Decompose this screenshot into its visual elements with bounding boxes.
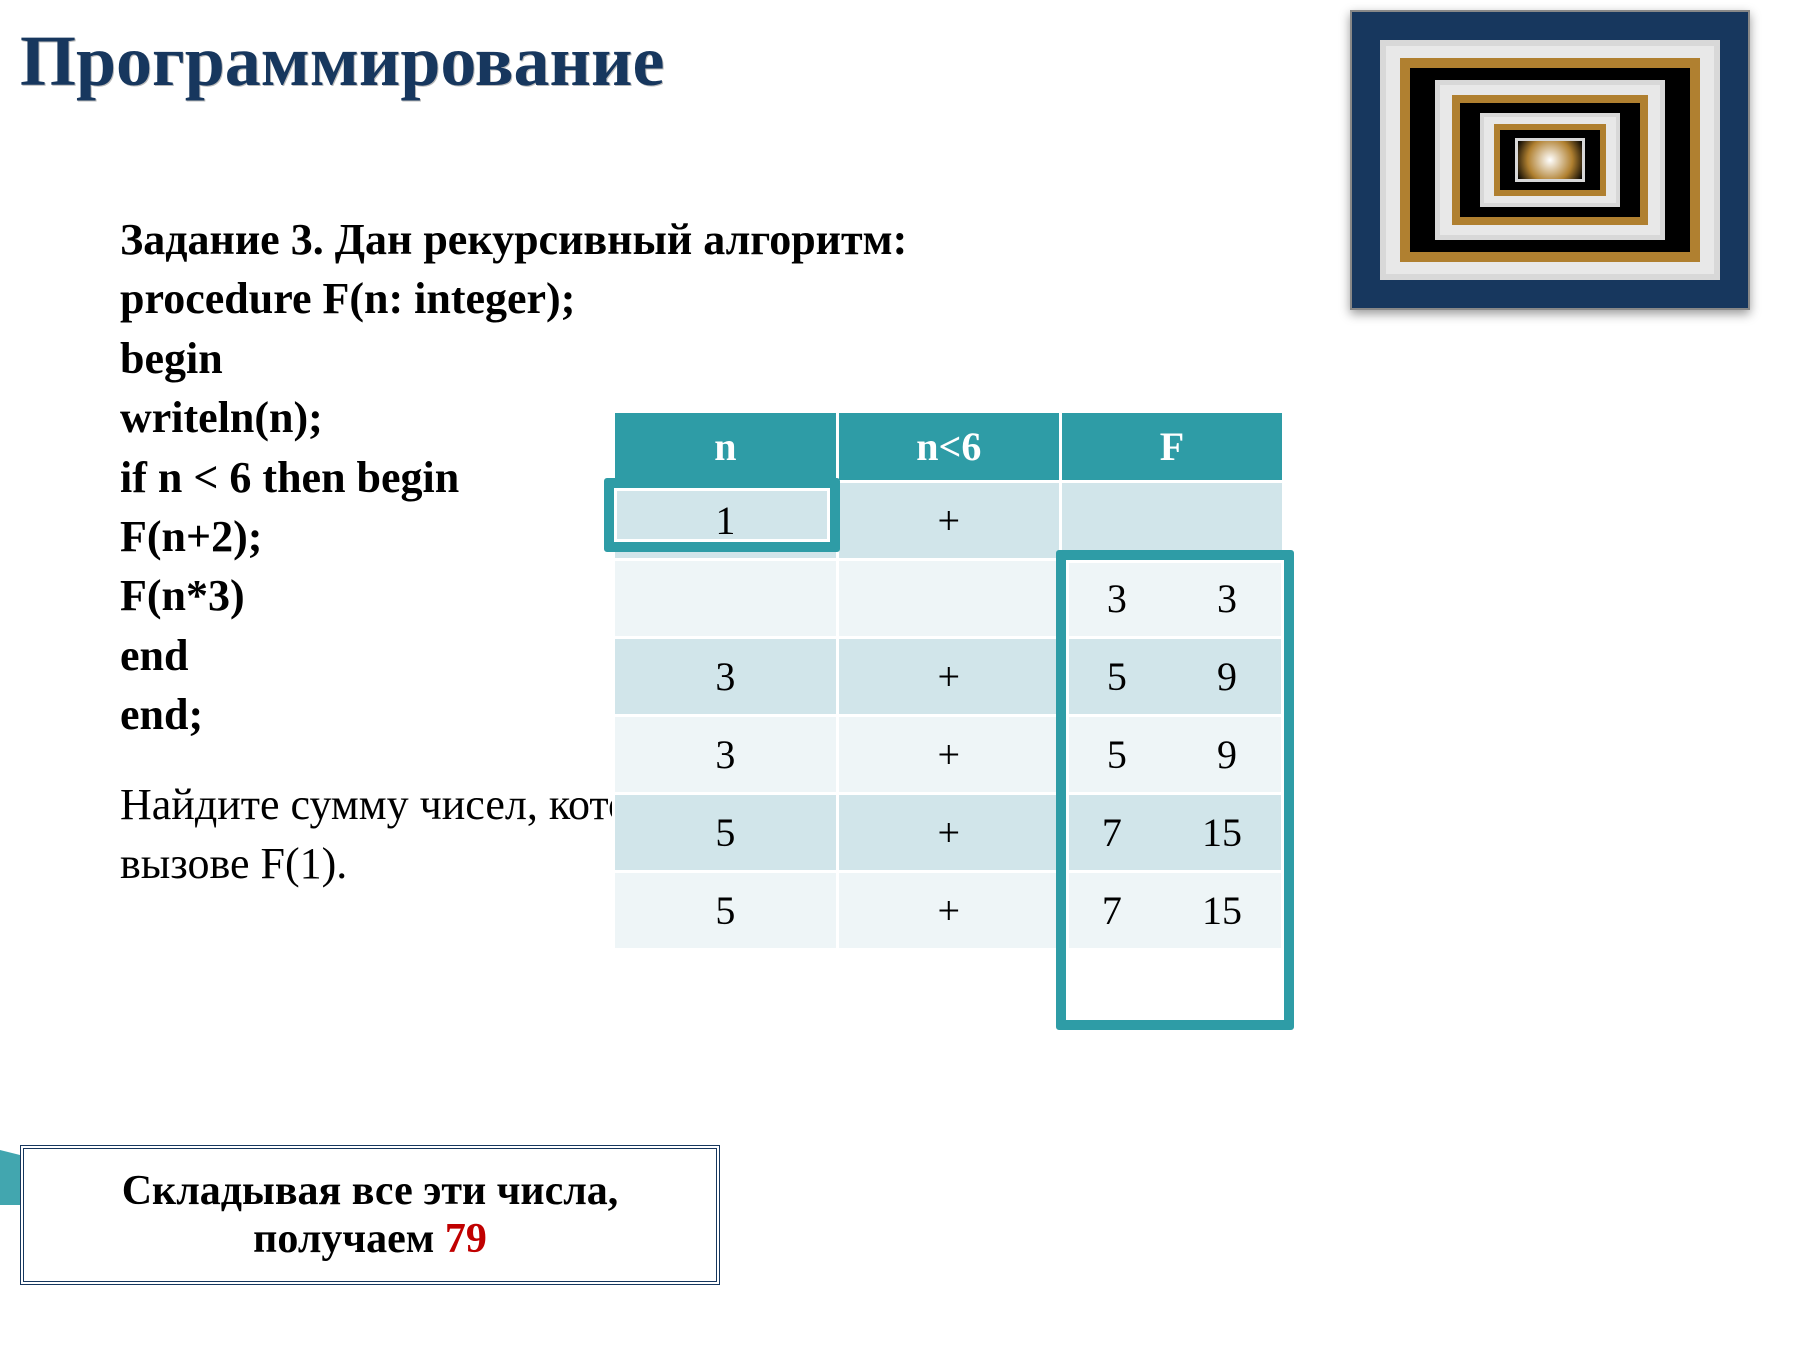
cell-n [614, 560, 838, 638]
trace-table: n n<6 F 1+333+593+595+7155+715 [612, 410, 1285, 951]
answer-line1: Складывая все эти числа, [48, 1167, 692, 1215]
cell-f: 59 [1060, 638, 1283, 716]
cell-cond [837, 560, 1060, 638]
col-header-cond: n<6 [837, 412, 1060, 482]
cell-cond: + [837, 872, 1060, 950]
cell-cond: + [837, 482, 1060, 560]
cell-f: 33 [1060, 560, 1283, 638]
cell-cond: + [837, 638, 1060, 716]
cell-n: 1 [614, 482, 838, 560]
cell-f: 59 [1060, 716, 1283, 794]
cell-n: 3 [614, 638, 838, 716]
cell-f [1060, 482, 1283, 560]
cell-cond: + [837, 716, 1060, 794]
col-header-n: n [614, 412, 838, 482]
cell-cond: + [837, 794, 1060, 872]
decorative-recursive-image [1350, 10, 1750, 310]
answer-box: Складывая все эти числа, получаем 79 [20, 1145, 720, 1285]
cell-n: 5 [614, 794, 838, 872]
task-heading: Задание 3. Дан рекурсивный алгоритм: [120, 210, 1220, 269]
code-line: procedure F(n: integer); [120, 269, 1220, 328]
answer-line2: получаем 79 [48, 1215, 692, 1263]
cell-n: 5 [614, 872, 838, 950]
cell-n: 3 [614, 716, 838, 794]
page-title: Программирование [20, 20, 664, 103]
col-header-f: F [1060, 412, 1283, 482]
cell-f: 715 [1060, 794, 1283, 872]
code-line: begin [120, 329, 1220, 388]
cell-f: 715 [1060, 872, 1283, 950]
